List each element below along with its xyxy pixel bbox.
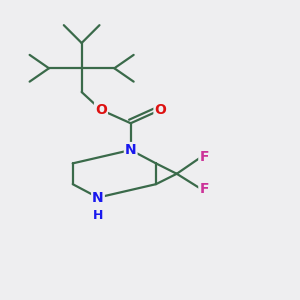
Text: O: O: [154, 103, 166, 117]
Text: O: O: [95, 103, 107, 117]
Text: F: F: [199, 150, 209, 164]
Text: N: N: [125, 143, 136, 157]
Text: F: F: [199, 182, 209, 196]
Text: H: H: [93, 209, 103, 222]
Text: N: N: [92, 190, 104, 205]
